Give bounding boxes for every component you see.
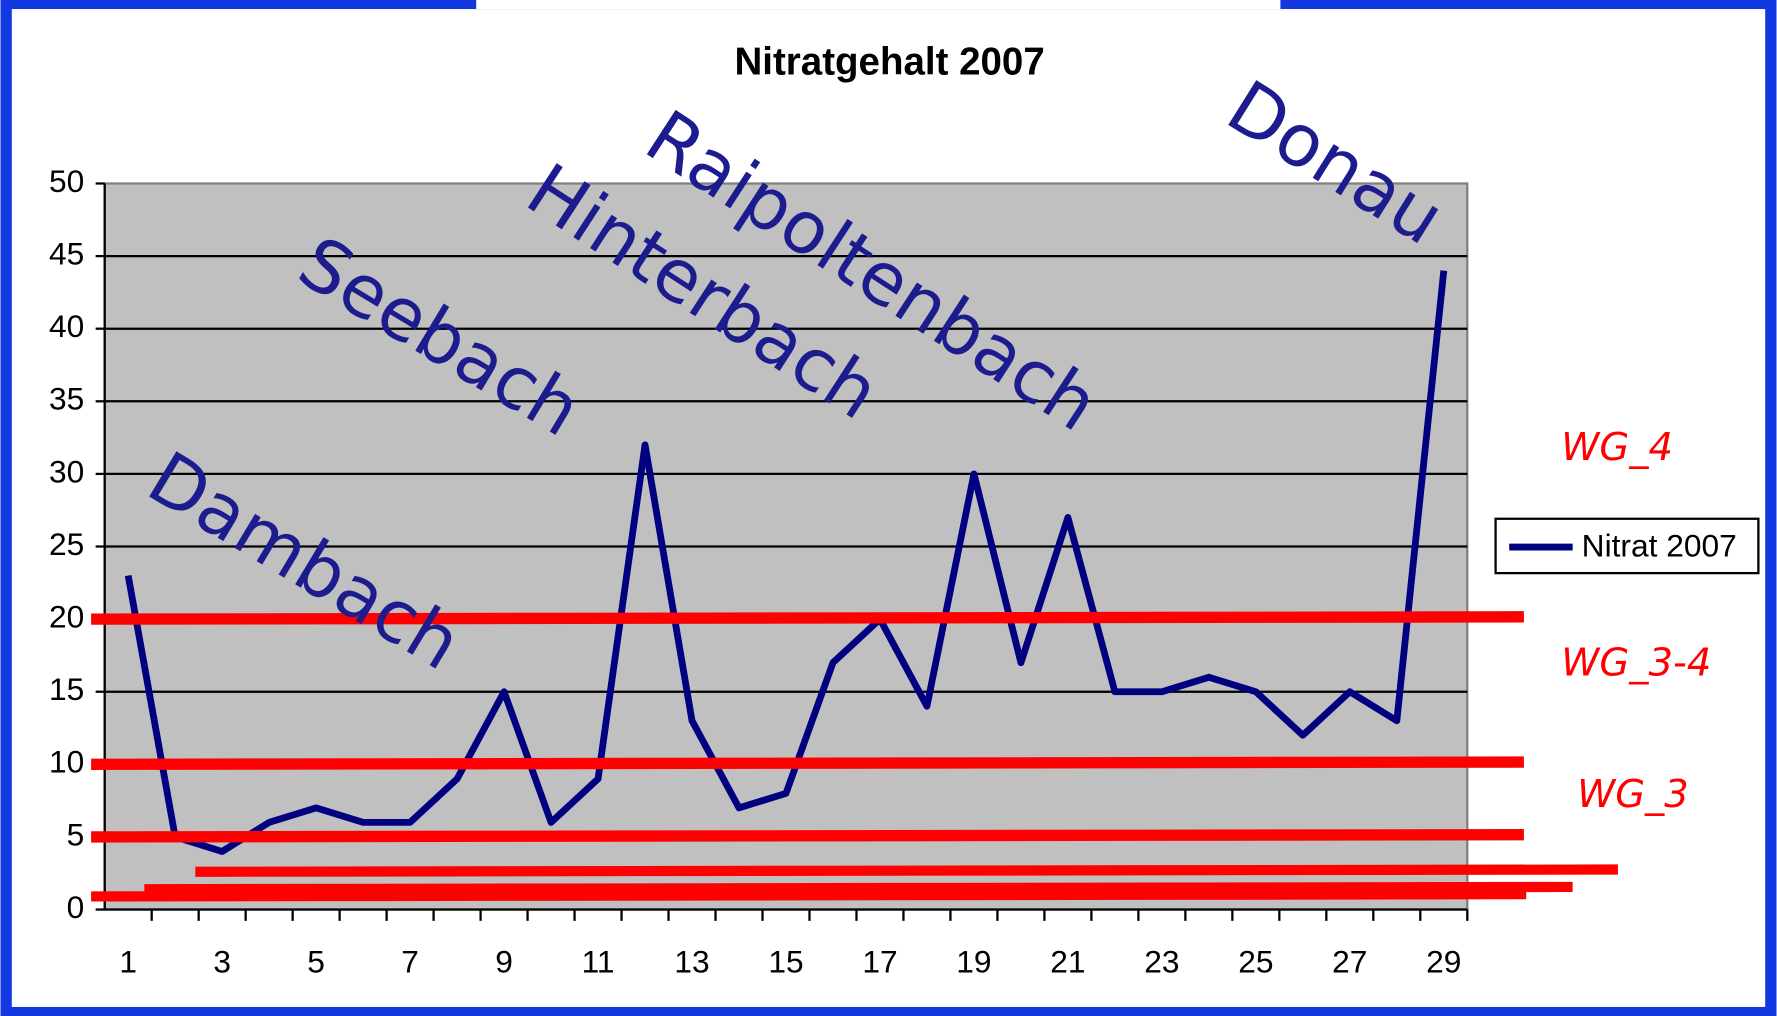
x-tick-label: 13 (674, 943, 709, 979)
x-tick-label: 15 (768, 943, 803, 979)
legend-label: Nitrat 2007 (1582, 528, 1737, 564)
x-tick-label: 17 (862, 943, 897, 979)
y-tick-label: 25 (49, 526, 84, 562)
y-tick-label: 50 (49, 163, 84, 199)
x-tick-label: 25 (1238, 943, 1273, 979)
y-tick-label: 35 (49, 381, 84, 417)
x-tick-label: 21 (1050, 943, 1085, 979)
x-tick-label: 29 (1426, 943, 1461, 979)
x-tick-label: 27 (1332, 943, 1367, 979)
zone-label: WG_3 (1577, 772, 1689, 817)
threshold-line (91, 889, 1527, 902)
chart-title: Nitratgehalt 2007 (734, 41, 1044, 84)
threshold-line (91, 828, 1524, 843)
frame-gap (476, 0, 1281, 10)
x-tick-label: 1 (119, 943, 137, 979)
zone-label: WG_4 (1561, 425, 1673, 470)
threshold-line (195, 864, 1618, 877)
y-tick-label: 0 (67, 889, 85, 925)
y-tick-label: 45 (49, 235, 84, 271)
x-tick-label: 9 (495, 943, 513, 979)
zone-label: WG_3-4 (1561, 640, 1711, 685)
x-tick-label: 19 (956, 943, 991, 979)
y-tick-label: 5 (67, 816, 85, 852)
threshold-line (144, 881, 1573, 895)
series-line (124, 270, 1448, 855)
y-tick-label: 10 (49, 744, 84, 780)
y-tick-label: 20 (49, 598, 84, 634)
x-tick-label: 5 (307, 943, 325, 979)
y-tick-label: 40 (49, 308, 84, 344)
x-tick-label: 23 (1144, 943, 1179, 979)
threshold-line (91, 756, 1524, 770)
x-tick-label: 7 (401, 943, 419, 979)
x-tick-label: 11 (582, 943, 615, 979)
x-tick-label: 3 (213, 943, 231, 979)
y-tick-label: 30 (49, 453, 84, 489)
y-tick-label: 15 (49, 671, 84, 707)
threshold-line (91, 611, 1524, 625)
